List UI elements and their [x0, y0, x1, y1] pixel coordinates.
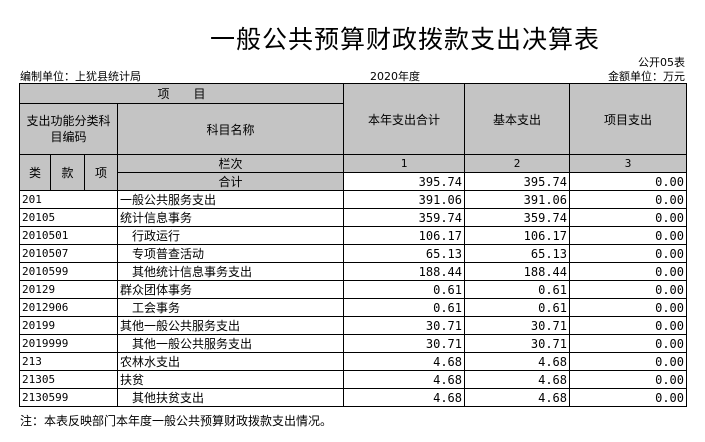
row-basic: 30.71 — [464, 316, 570, 335]
row-project: 0.00 — [569, 388, 687, 407]
row-name: 专项普查活动 — [117, 244, 344, 263]
header-xiang: 项 — [84, 154, 118, 191]
header-basic: 基本支出 — [464, 83, 570, 155]
table-row: 2010507 专项普查活动 65.13 65.13 0.00 — [19, 244, 687, 263]
row-project: 0.00 — [569, 280, 687, 299]
row-basic: 0.61 — [464, 280, 570, 299]
row-code: 2130599 — [19, 388, 118, 407]
year-label: 2020年度 — [370, 70, 420, 83]
row-basic: 4.68 — [464, 370, 570, 389]
row-basic: 4.68 — [464, 352, 570, 371]
row-project: 0.00 — [569, 208, 687, 227]
header-name: 科目名称 — [117, 103, 344, 155]
row-name: 统计信息事务 — [117, 208, 344, 227]
row-name: 其他一般公共服务支出 — [117, 334, 344, 353]
row-total: 30.71 — [343, 316, 465, 335]
row-name: 群众团体事务 — [117, 280, 344, 299]
row-code: 2010507 — [19, 244, 118, 263]
row-basic: 188.44 — [464, 262, 570, 281]
row-total: 391.06 — [343, 190, 465, 209]
row-name: 扶贫 — [117, 370, 344, 389]
money-unit-label: 金额单位：万元 — [608, 70, 685, 83]
row-basic: 359.74 — [464, 208, 570, 227]
expenditure-table: 项 目 本年支出合计 基本支出 项目支出 支出功能分类科目编码 科目名称 类 款… — [19, 83, 687, 407]
header-project: 项目支出 — [569, 83, 687, 155]
sum-label: 合计 — [117, 172, 344, 191]
row-name: 一般公共服务支出 — [117, 190, 344, 209]
row-project: 0.00 — [569, 226, 687, 245]
table-row: 213 农林水支出 4.68 4.68 0.00 — [19, 352, 687, 371]
row-total: 0.61 — [343, 298, 465, 317]
table-row: 20105 统计信息事务 359.74 359.74 0.00 — [19, 208, 687, 227]
header-col-no: 栏次 — [117, 154, 344, 173]
col-no-1: 1 — [343, 154, 465, 173]
row-total: 65.13 — [343, 244, 465, 263]
row-basic: 4.68 — [464, 388, 570, 407]
row-code: 20105 — [19, 208, 118, 227]
row-project: 0.00 — [569, 352, 687, 371]
row-project: 0.00 — [569, 316, 687, 335]
row-basic: 391.06 — [464, 190, 570, 209]
row-project: 0.00 — [569, 298, 687, 317]
row-basic: 65.13 — [464, 244, 570, 263]
row-code: 21305 — [19, 370, 118, 389]
row-code: 2010599 — [19, 262, 118, 281]
row-code: 2019999 — [19, 334, 118, 353]
row-code: 2010501 — [19, 226, 118, 245]
header-lei: 类 — [19, 154, 51, 191]
row-name: 其他扶贫支出 — [117, 388, 344, 407]
row-total: 30.71 — [343, 334, 465, 353]
row-name: 其他统计信息事务支出 — [117, 262, 344, 281]
row-total: 106.17 — [343, 226, 465, 245]
unit-label: 编制单位：上犹县统计局 — [20, 70, 141, 83]
row-total: 4.68 — [343, 352, 465, 371]
row-code: 201 — [19, 190, 118, 209]
table-row: 2012906 工会事务 0.61 0.61 0.00 — [19, 298, 687, 317]
table-row: 21305 扶贫 4.68 4.68 0.00 — [19, 370, 687, 389]
row-project: 0.00 — [569, 334, 687, 353]
row-basic: 0.61 — [464, 298, 570, 317]
row-basic: 106.17 — [464, 226, 570, 245]
row-code: 213 — [19, 352, 118, 371]
row-code: 20129 — [19, 280, 118, 299]
col-no-2: 2 — [464, 154, 570, 173]
row-project: 0.00 — [569, 190, 687, 209]
table-row: 20199 其他一般公共服务支出 30.71 30.71 0.00 — [19, 316, 687, 335]
table-row: 201 一般公共服务支出 391.06 391.06 0.00 — [19, 190, 687, 209]
row-name: 工会事务 — [117, 298, 344, 317]
row-total: 188.44 — [343, 262, 465, 281]
row-project: 0.00 — [569, 370, 687, 389]
row-total: 4.68 — [343, 370, 465, 389]
header-total: 本年支出合计 — [343, 83, 465, 155]
sum-project: 0.00 — [569, 172, 687, 191]
row-project: 0.00 — [569, 244, 687, 263]
header-kuan: 款 — [50, 154, 85, 191]
row-name: 行政运行 — [117, 226, 344, 245]
table-code: 公开05表 — [638, 56, 685, 69]
row-name: 其他一般公共服务支出 — [117, 316, 344, 335]
header-func-code: 支出功能分类科目编码 — [19, 103, 118, 155]
col-no-3: 3 — [569, 154, 687, 173]
row-total: 4.68 — [343, 388, 465, 407]
table-row: 2010599 其他统计信息事务支出 188.44 188.44 0.00 — [19, 262, 687, 281]
footnote: 注：本表反映部门本年度一般公共预算财政拨款支出情况。 — [20, 414, 333, 428]
table-row: 2130599 其他扶贫支出 4.68 4.68 0.00 — [19, 388, 687, 407]
table-row: 2019999 其他一般公共服务支出 30.71 30.71 0.00 — [19, 334, 687, 353]
table-row: 2010501 行政运行 106.17 106.17 0.00 — [19, 226, 687, 245]
table-row: 20129 群众团体事务 0.61 0.61 0.00 — [19, 280, 687, 299]
row-name: 农林水支出 — [117, 352, 344, 371]
sum-basic: 395.74 — [464, 172, 570, 191]
row-total: 359.74 — [343, 208, 465, 227]
header-item: 项 目 — [19, 83, 344, 104]
row-project: 0.00 — [569, 262, 687, 281]
row-code: 2012906 — [19, 298, 118, 317]
sum-total: 395.74 — [343, 172, 465, 191]
row-code: 20199 — [19, 316, 118, 335]
page-title: 一般公共预算财政拨款支出决算表 — [209, 25, 600, 54]
row-basic: 30.71 — [464, 334, 570, 353]
row-total: 0.61 — [343, 280, 465, 299]
